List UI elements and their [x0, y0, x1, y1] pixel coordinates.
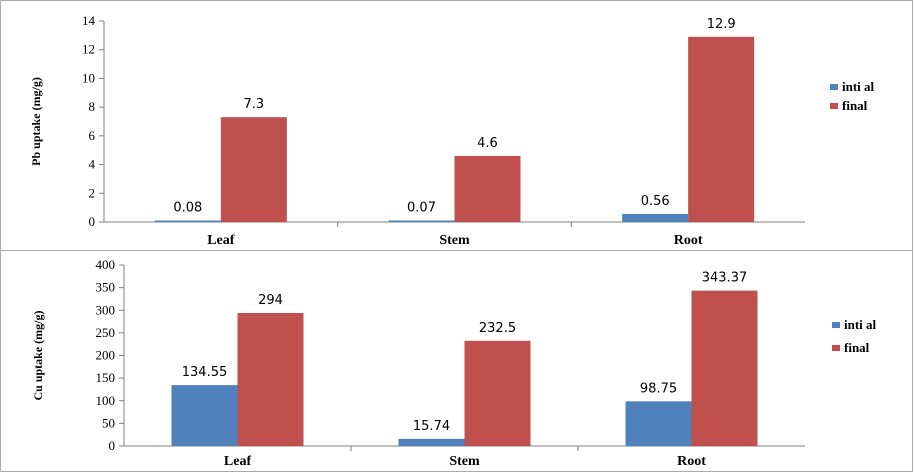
y-tick-label: 100 [96, 393, 116, 408]
bar-final-stem [454, 155, 521, 222]
bar-initial-leaf [154, 220, 221, 222]
y-tick-label: 150 [96, 370, 116, 385]
y-tick-label: 250 [96, 325, 116, 340]
bar-final-leaf [220, 117, 287, 222]
y-tick-label: 14 [82, 13, 96, 28]
data-label: 15.74 [413, 419, 450, 434]
panel-frame-cu [0, 250, 913, 472]
chart-panel-1: 0 2 4 6 8 10 12 14 Pb uptake (mg/g) Leaf 0.08 7.3 St… [29, 13, 875, 248]
bar-initial-stem [398, 438, 465, 446]
legend-label: inti al [842, 79, 875, 94]
y-tick-label: 6 [89, 128, 96, 143]
legend-swatch [832, 322, 840, 328]
legend-swatch [832, 345, 840, 351]
x-category-label: Stem [439, 233, 470, 248]
y-tick-label: 2 [89, 185, 96, 200]
chart-panel-2: 0 50 100 150 200 250 300 350 400 Cu uptake (mg/g)… [31, 257, 877, 469]
bar-initial-root [622, 213, 689, 222]
y-axis-label: Cu uptake (mg/g) [31, 310, 45, 400]
bar-final-leaf [237, 312, 304, 446]
bar-initial-root [625, 401, 692, 446]
y-tick-label: 0 [109, 438, 116, 453]
data-label: 0.08 [173, 201, 202, 216]
y-axis-label: Pb uptake (mg/g) [29, 77, 43, 166]
bar-initial-leaf [171, 385, 238, 446]
data-label: 98.75 [640, 381, 677, 396]
legend-label: final [842, 98, 868, 113]
data-label: 12.9 [707, 17, 736, 32]
data-label: 343.37 [702, 271, 748, 286]
y-tick-label: 350 [96, 280, 116, 295]
legend-label: final [844, 340, 870, 355]
y-tick-label: 10 [82, 70, 95, 85]
data-label: 4.6 [477, 136, 498, 151]
y-tick-label: 0 [89, 214, 96, 229]
y-tick-label: 400 [96, 257, 116, 272]
bar-final-stem [464, 340, 531, 446]
data-label: 232.5 [479, 321, 516, 336]
legend-label: inti al [844, 317, 877, 332]
data-label: 7.3 [243, 97, 264, 112]
y-tick-label: 50 [102, 415, 115, 430]
data-label: 294 [258, 293, 283, 308]
data-label: 0.07 [407, 201, 436, 216]
legend-swatch [830, 103, 838, 109]
x-category-label: Root [677, 454, 706, 469]
data-label: 0.56 [641, 194, 670, 209]
data-label: 134.55 [182, 365, 228, 380]
y-tick-label: 8 [89, 99, 96, 114]
y-tick-label: 12 [82, 42, 95, 57]
bar-final-root [691, 290, 758, 446]
bar-initial-stem [388, 220, 455, 222]
x-category-label: Leaf [224, 454, 252, 469]
y-tick-label: 200 [96, 348, 116, 363]
x-category-label: Stem [449, 454, 480, 469]
x-category-label: Leaf [207, 233, 235, 248]
x-category-label: Root [674, 233, 703, 248]
y-tick-label: 4 [89, 157, 96, 172]
bar-final-root [688, 36, 755, 222]
legend-swatch [830, 84, 838, 90]
y-tick-label: 300 [96, 302, 116, 317]
